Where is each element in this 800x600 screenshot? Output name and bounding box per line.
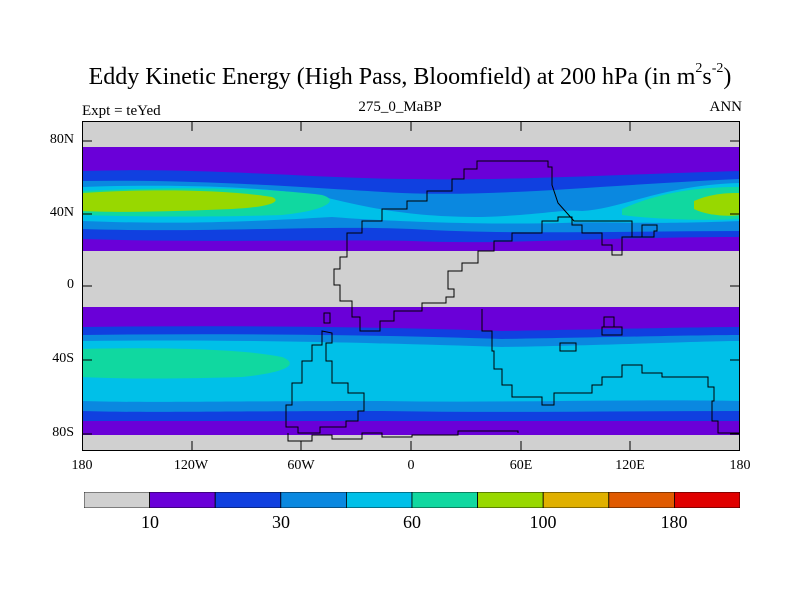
- colorbar-swatch: [280, 492, 347, 508]
- lon-label-120w: 120W: [173, 458, 209, 473]
- lat-label-40n: 40N: [49, 205, 74, 220]
- lon-label-0: 0: [407, 458, 415, 473]
- axis-ticks: [82, 121, 740, 451]
- colorbar-swatch: [149, 492, 216, 508]
- colorbar-swatch: [411, 492, 478, 508]
- lon-label-180w: 180: [71, 458, 93, 473]
- map-title: Eddy Kinetic Energy (High Pass, Bloomfie…: [88, 61, 732, 90]
- season-label: ANN: [709, 99, 743, 115]
- lat-label-0: 0: [67, 277, 74, 292]
- lat-label-80n: 80N: [49, 132, 74, 147]
- eke-map: [82, 121, 740, 451]
- colorbar-swatch: [214, 492, 282, 508]
- colorbar-swatch: [542, 492, 610, 508]
- colorbar-swatch: [674, 492, 740, 508]
- colorbar-swatch: [345, 492, 413, 508]
- colorbar-label-10: 10: [141, 512, 159, 532]
- lon-label-180e: 180: [729, 458, 751, 473]
- colorbar-label-100: 100: [529, 512, 557, 532]
- lon-label-120e: 120E: [615, 458, 645, 473]
- lat-label-40s: 40S: [52, 351, 74, 366]
- lon-label-60w: 60W: [287, 458, 315, 473]
- lon-label-60e: 60E: [509, 458, 533, 473]
- colorbar-swatch: [84, 492, 150, 508]
- colorbar-label-180: 180: [660, 512, 688, 532]
- colorbar-label-60: 60: [403, 512, 421, 532]
- colorbar-swatch: [608, 492, 675, 508]
- colorbar: [84, 492, 740, 508]
- run-label: 275_0_MaBP: [358, 99, 442, 115]
- continent-outlines: [285, 160, 740, 442]
- contour-bands: [82, 121, 740, 451]
- colorbar-label-30: 30: [272, 512, 290, 532]
- lat-label-80s: 80S: [52, 425, 74, 440]
- experiment-label: Expt = teYed: [82, 103, 161, 119]
- colorbar-swatch: [477, 492, 544, 508]
